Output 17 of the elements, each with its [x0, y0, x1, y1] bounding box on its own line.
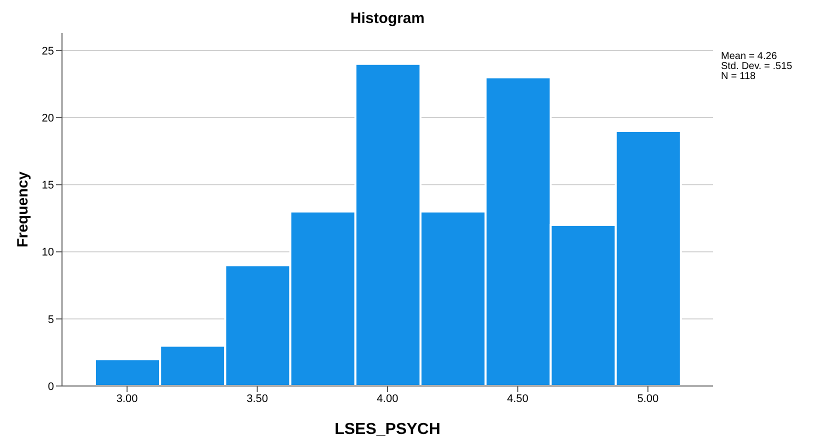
- x-tick-label: 5.00: [637, 392, 659, 405]
- x-tick-label: 3.00: [116, 392, 138, 405]
- text: Mean = 4.26: [721, 51, 778, 62]
- y-axis-title: Frequency: [14, 170, 32, 248]
- y-tick-label: 0: [48, 380, 54, 393]
- y-tick-label: 25: [42, 45, 54, 58]
- text: Std. Dev. = .515: [721, 61, 792, 72]
- x-tick-label: 4.00: [376, 392, 398, 405]
- y-tick-label: 20: [42, 112, 54, 124]
- y-tick-label: 10: [42, 246, 54, 259]
- y-tick-label: 5: [48, 314, 54, 326]
- x-tick-label: 4.50: [506, 392, 528, 405]
- text: N = 118: [721, 71, 757, 82]
- x-tick-label: 3.50: [246, 392, 268, 405]
- chart-title: Histogram: [349, 10, 426, 27]
- y-tick-label: 15: [42, 180, 54, 192]
- x-axis-title: LSES_PSYCH: [334, 421, 440, 438]
